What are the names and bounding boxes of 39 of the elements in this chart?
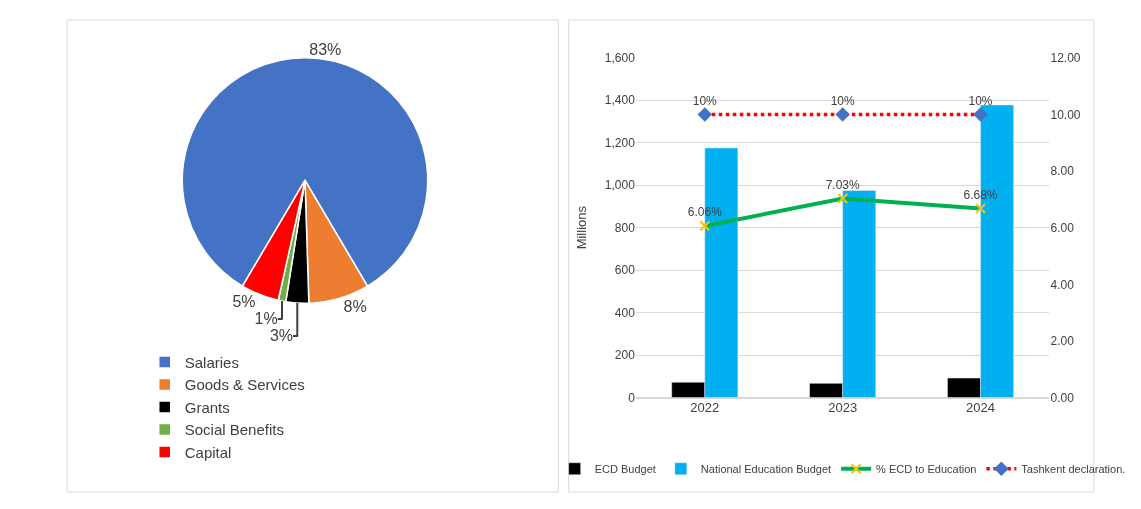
y2-tick-label: 4.00 (1050, 277, 1075, 292)
legend-label: Social Benefits (184, 421, 284, 439)
y-tick-label: 200 (614, 348, 636, 363)
y2-tick-label: 2.00 (1050, 334, 1075, 349)
data-label: 10% (968, 93, 993, 108)
legend-label: Salaries (184, 353, 239, 371)
y-tick-label: 1,000 (604, 178, 636, 193)
data-label: 10% (830, 93, 855, 108)
data-label: 8% (343, 297, 367, 315)
legend-label: Goods & Services (184, 376, 305, 394)
x-tick-label: 2022 (690, 399, 720, 415)
y-tick-label: 600 (614, 263, 636, 278)
legend-label: % ECD to Education (876, 463, 977, 476)
y-tick-label: 0 (628, 390, 636, 405)
data-label: 6.06% (687, 205, 723, 220)
y-tick-label: 1,200 (604, 135, 636, 150)
legend-label: Capital (184, 443, 232, 461)
data-label: 7.03% (825, 177, 861, 192)
y-tick-label: 1,600 (604, 50, 636, 65)
y-axis-title: Millions (573, 205, 589, 250)
y2-tick-label: 6.00 (1050, 220, 1075, 235)
y2-tick-label: 0.00 (1050, 390, 1075, 405)
y2-tick-label: 10.00 (1050, 107, 1081, 122)
data-label: 83% (309, 40, 342, 58)
legend-label: National Education Budget (700, 463, 832, 476)
legend-label: ECD Budget (594, 463, 656, 476)
data-label: 1% (254, 310, 278, 328)
data-label: 10% (692, 93, 718, 108)
y-tick-label: 1,400 (604, 93, 636, 108)
legend-label: Tashkent declaration. (1021, 463, 1126, 476)
y-tick-label: 400 (614, 305, 636, 320)
y2-tick-label: 12.00 (1050, 50, 1081, 65)
data-label: 3% (269, 327, 294, 345)
y-tick-label: 800 (614, 220, 636, 235)
data-label: 5% (232, 293, 256, 311)
legend-label: Grants (184, 398, 230, 416)
x-tick-label: 2023 (828, 399, 858, 415)
y2-tick-label: 8.00 (1050, 164, 1075, 179)
x-tick-label: 2024 (966, 399, 995, 415)
